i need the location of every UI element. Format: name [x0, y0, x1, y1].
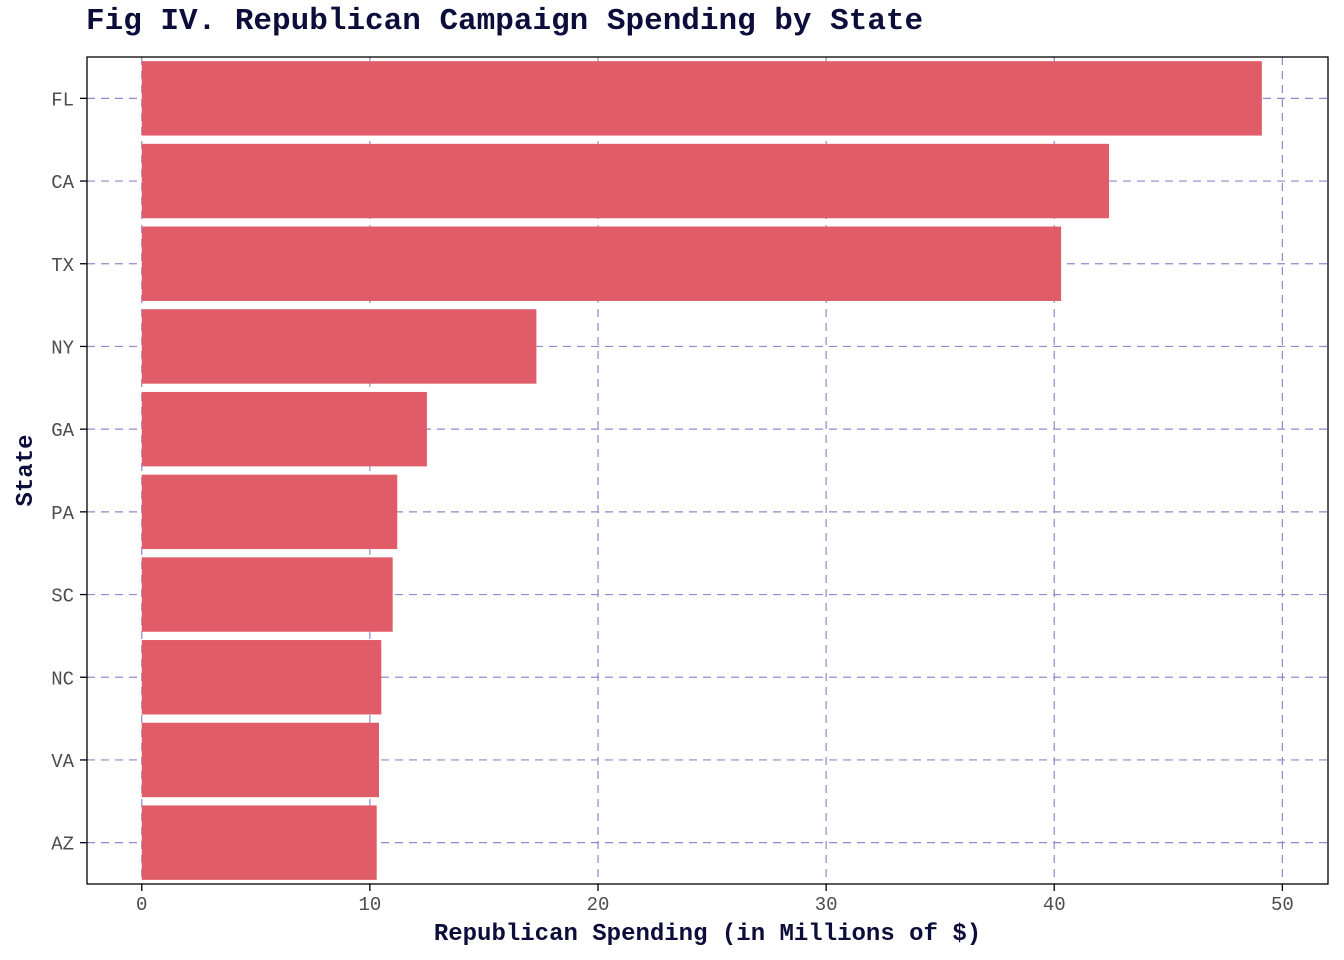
bar-tx [141, 226, 1062, 301]
x-axis-title: Republican Spending (in Millions of $) [434, 921, 981, 948]
y-tick-label: TX [51, 255, 74, 277]
y-tick-label: FL [51, 89, 74, 111]
y-tick-label: VA [51, 751, 74, 773]
y-tick-label: GA [51, 420, 74, 442]
bar-ca [141, 143, 1109, 219]
axes: FL CA TX NY GA PA SC NC VA AZ 0 10 20 30 40 50 [51, 89, 1294, 916]
x-tick-label: 20 [587, 894, 610, 916]
y-tick-label: AZ [51, 834, 74, 856]
chart-title: Fig IV. Republican Campaign Spending by … [86, 4, 924, 39]
y-tick-label: NC [51, 668, 74, 690]
y-tick-label: SC [51, 586, 74, 608]
bar-ny [141, 309, 537, 384]
y-tick-label: PA [51, 503, 74, 525]
bar-nc [141, 640, 382, 715]
x-tick-label: 10 [358, 894, 381, 916]
x-tick-label: 30 [815, 894, 838, 916]
y-axis-title: State [13, 434, 40, 506]
bar-sc [141, 557, 393, 632]
plot-panel-border [86, 56, 1329, 885]
bars [141, 61, 1262, 880]
x-tick-label: 0 [136, 894, 147, 916]
x-tick-label: 40 [1043, 894, 1066, 916]
y-tick-label: CA [51, 172, 74, 194]
bar-va [141, 722, 379, 798]
bar-pa [141, 474, 398, 550]
y-tick-label: NY [51, 337, 74, 359]
x-tick-label: 50 [1271, 894, 1294, 916]
bar-ga [141, 391, 427, 467]
bar-az [141, 805, 377, 880]
bar-fl [141, 61, 1262, 136]
